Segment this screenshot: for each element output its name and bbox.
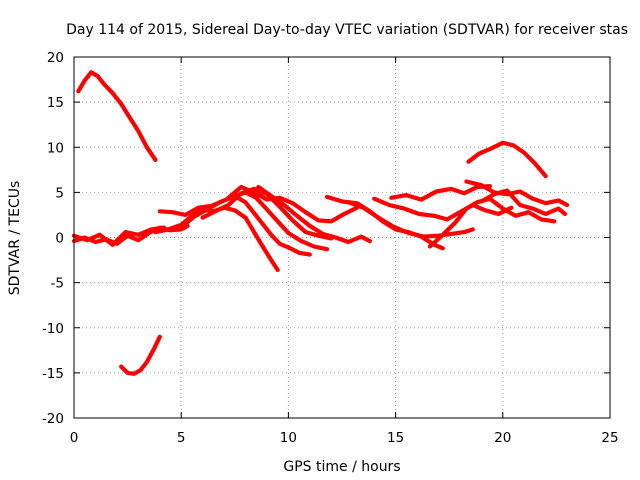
- y-tick-label: 15: [47, 95, 64, 111]
- x-tick-label: 25: [601, 430, 618, 446]
- series-line-16: [464, 179, 570, 208]
- y-tick-label: -10: [42, 321, 64, 337]
- grid-layer: [74, 57, 610, 418]
- series-line-13: [372, 196, 514, 222]
- series-layer: [71, 70, 570, 376]
- series-line-10: [226, 184, 360, 224]
- label-layer: 0 5 10 15 20 25 -20 -15 -10 -5 0 5 10 15 20: [42, 50, 619, 446]
- y-tick-label: -20: [42, 411, 64, 427]
- series-line-14: [389, 184, 492, 202]
- x-axis-label: GPS time / hours: [283, 459, 400, 475]
- series-line-4: [71, 225, 167, 247]
- series-line-1: [76, 70, 158, 162]
- series-line-9: [256, 184, 372, 245]
- y-tick-label: 5: [55, 185, 64, 201]
- series-line-17: [479, 188, 568, 217]
- series-line-15: [427, 196, 557, 249]
- plot-frame: [73, 56, 611, 419]
- y-tick-label: 20: [47, 50, 64, 66]
- y-tick-label: -15: [42, 366, 64, 382]
- y-tick-label: 0: [55, 231, 64, 247]
- x-tick-label: 0: [70, 430, 79, 446]
- x-tick-label: 10: [280, 430, 297, 446]
- x-tick-label: 15: [387, 430, 404, 446]
- series-line-7: [179, 190, 330, 252]
- x-tick-label: 5: [177, 430, 186, 446]
- y-tick-label: 10: [47, 140, 64, 156]
- series-line-6: [157, 193, 312, 257]
- chart-title: Day 114 of 2015, Sidereal Day-to-day VTE…: [66, 22, 628, 38]
- series-line-2: [119, 334, 162, 376]
- y-axis-label: SDTVAR / TECUs: [7, 181, 23, 296]
- series-line-12: [346, 200, 475, 239]
- x-tick-label: 20: [494, 430, 511, 446]
- series-line-18: [466, 140, 548, 179]
- y-tick-label: -5: [51, 276, 64, 292]
